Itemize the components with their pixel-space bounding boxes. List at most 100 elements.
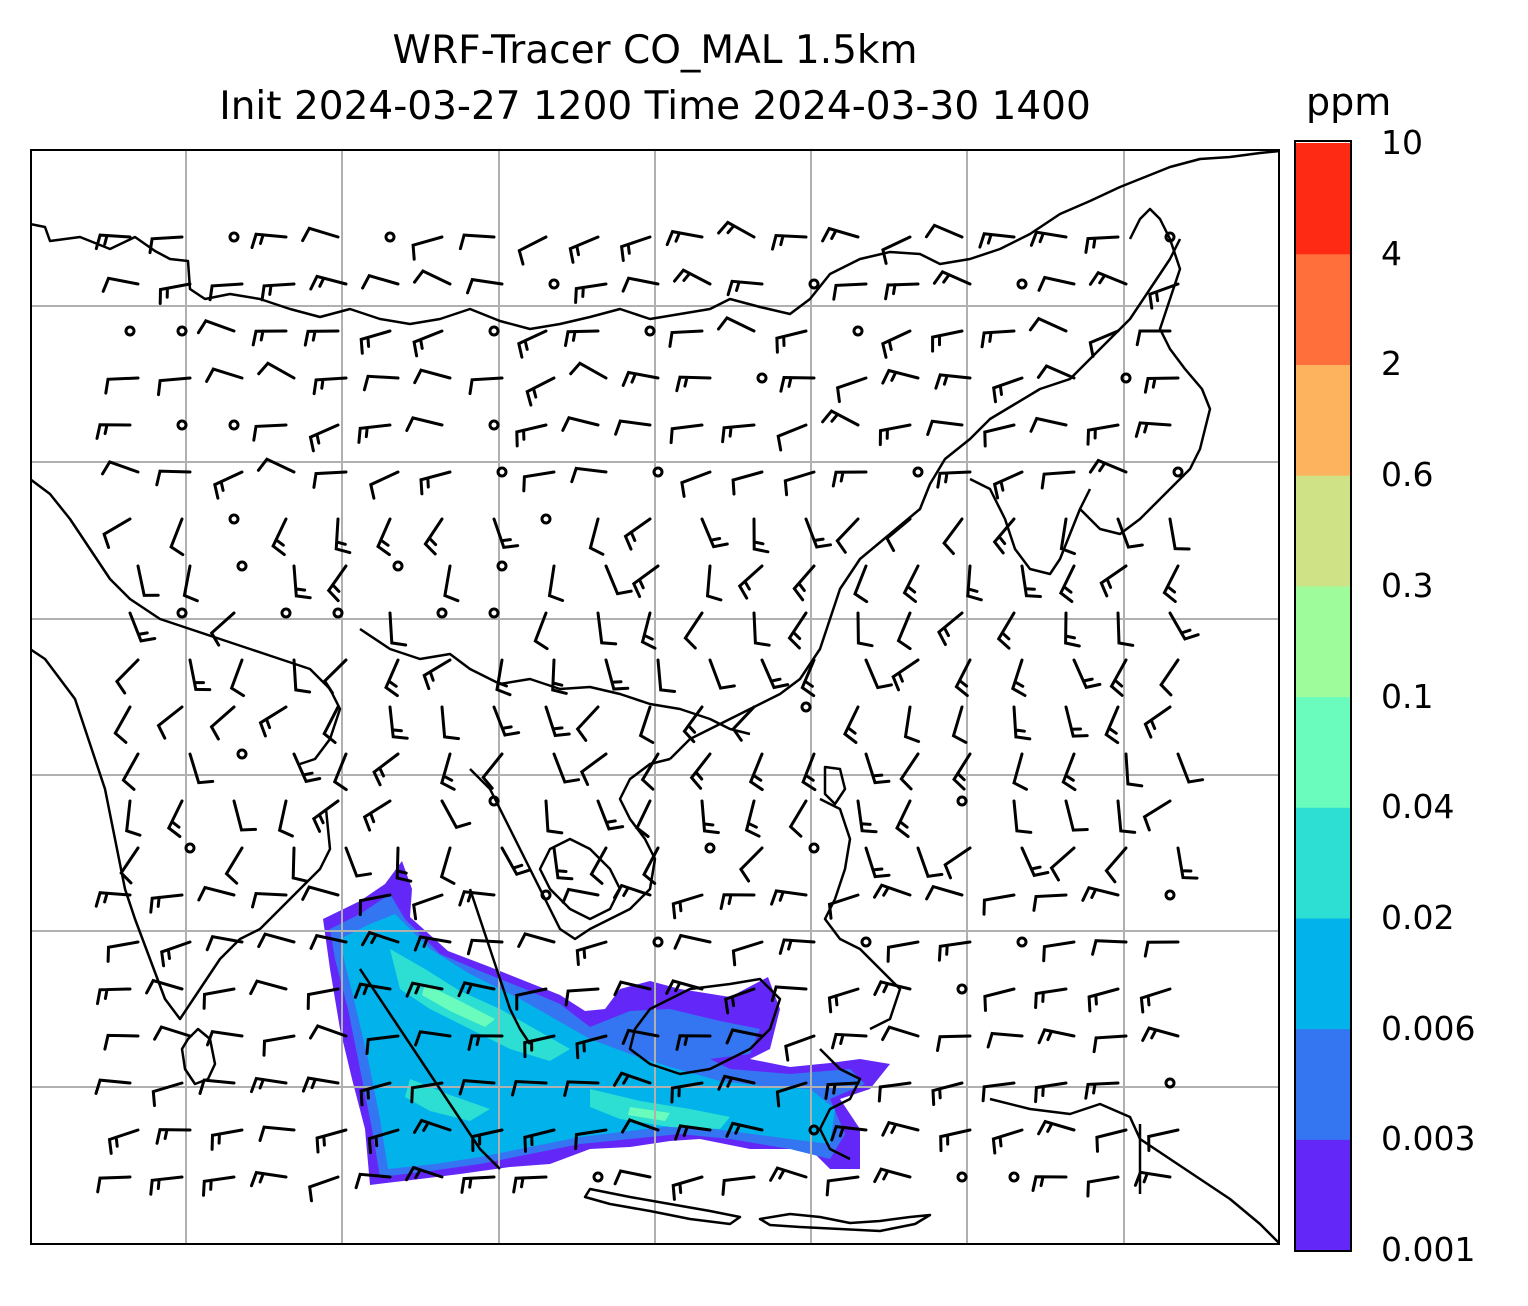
wind-barb — [306, 987, 340, 1010]
wind-barb — [575, 940, 608, 966]
wind-barb — [596, 611, 618, 646]
colorbar-tick-label: 0.1 — [1381, 676, 1434, 716]
wind-barb — [570, 466, 608, 484]
wind-barb — [1036, 364, 1076, 380]
wind-barb — [563, 1080, 600, 1097]
wind-barb — [568, 235, 600, 264]
coastline-gulf-of-thailand — [538, 837, 622, 921]
calm-wind-circle — [1172, 466, 1184, 478]
wind-barb — [760, 658, 790, 690]
map-panel[interactable] — [30, 149, 1280, 1245]
wind-barb — [205, 935, 244, 952]
wind-barb — [621, 1028, 660, 1045]
wind-barb — [569, 361, 608, 380]
wind-barb — [209, 705, 236, 741]
wind-barb — [468, 376, 504, 396]
wind-barb — [388, 611, 408, 647]
wind-barb — [1099, 564, 1128, 598]
wind-barb — [136, 564, 160, 597]
coastlines-and-borders — [30, 149, 1280, 1245]
wind-barb — [96, 987, 132, 1006]
wind-barb — [744, 799, 761, 838]
colorbar-tick-label: 0.04 — [1381, 787, 1455, 827]
wind-barb — [1091, 939, 1128, 956]
wind-barb — [631, 564, 660, 598]
wind-barb — [830, 1124, 868, 1142]
wind-barb — [668, 329, 704, 348]
calm-wind-circle — [652, 936, 664, 948]
wind-barb — [1133, 1170, 1172, 1187]
wind-barb — [495, 658, 512, 697]
wind-barb — [885, 517, 912, 553]
wind-barb — [853, 564, 869, 604]
wind-barb — [251, 891, 288, 909]
wind-barb — [1084, 235, 1120, 254]
wind-barb — [575, 705, 600, 742]
wind-barb — [939, 1128, 972, 1153]
wind-barb — [198, 1078, 236, 1095]
wind-barb — [413, 269, 452, 286]
calm-wind-circle — [280, 607, 292, 619]
chart-title-line-2: Init 2024-03-27 1200 Time 2024-03-30 140… — [219, 84, 1091, 129]
wind-barb — [94, 1078, 132, 1095]
wind-barb — [353, 982, 392, 999]
wind-barb — [158, 282, 192, 305]
wind-barb — [291, 846, 309, 883]
calm-wind-circle — [332, 607, 344, 619]
colorbar-band — [1296, 917, 1350, 1030]
wind-barb — [552, 752, 581, 784]
wind-barb — [362, 799, 392, 832]
wind-barb — [440, 799, 472, 830]
wind-barb — [924, 223, 964, 239]
wind-barb — [981, 1081, 1016, 1103]
wind-barb — [864, 846, 891, 879]
wind-barb — [1086, 1175, 1120, 1198]
coastline-north — [30, 149, 1280, 331]
wind-barb — [877, 1081, 912, 1103]
wind-barb — [574, 282, 608, 304]
wind-barb — [721, 423, 756, 444]
wind-barb — [881, 329, 912, 359]
wind-barb — [966, 564, 983, 602]
wind-barb — [1088, 329, 1120, 358]
calm-wind-circle — [236, 748, 248, 760]
wind-barbs — [94, 220, 1205, 1203]
wind-barb — [638, 705, 655, 744]
wind-barb — [205, 367, 244, 383]
wind-barb — [640, 752, 660, 791]
calm-wind-circle — [124, 325, 136, 337]
calm-wind-circle — [548, 278, 560, 290]
coastline-sumatra — [358, 968, 501, 1170]
calm-wind-circle — [228, 419, 240, 431]
wind-barb — [197, 885, 236, 902]
wind-barb — [825, 1175, 860, 1197]
wind-barb — [357, 423, 392, 444]
wind-barb — [471, 1128, 504, 1152]
colorbar-band — [1296, 364, 1350, 476]
colorbar-tick-label: 0.003 — [1381, 1119, 1476, 1159]
wind-barb — [801, 752, 817, 792]
wind-barb — [103, 1033, 140, 1051]
wind-barb — [731, 705, 756, 742]
wind-barb — [1095, 1128, 1128, 1153]
calm-wind-circle — [228, 513, 240, 525]
wind-barb — [1064, 705, 1089, 738]
wind-barb — [544, 799, 564, 835]
wind-barb — [682, 705, 704, 744]
wind-barb — [1141, 1026, 1180, 1042]
wind-barb — [523, 1034, 556, 1059]
wind-barb — [596, 799, 625, 831]
wind-barb — [414, 1030, 452, 1047]
wind-barb — [1049, 846, 1076, 882]
wind-barb — [983, 423, 1016, 448]
wind-barb — [361, 273, 400, 290]
calm-wind-circle — [384, 231, 396, 243]
wind-barb — [1042, 940, 1076, 963]
wind-barb — [209, 611, 236, 647]
wind-barb — [1020, 564, 1042, 598]
map-frame — [30, 149, 1280, 1245]
wind-barb — [675, 1034, 712, 1051]
coastline-taiwan — [823, 765, 847, 806]
wind-barb — [1139, 987, 1172, 1014]
wind-barb — [250, 1170, 288, 1188]
